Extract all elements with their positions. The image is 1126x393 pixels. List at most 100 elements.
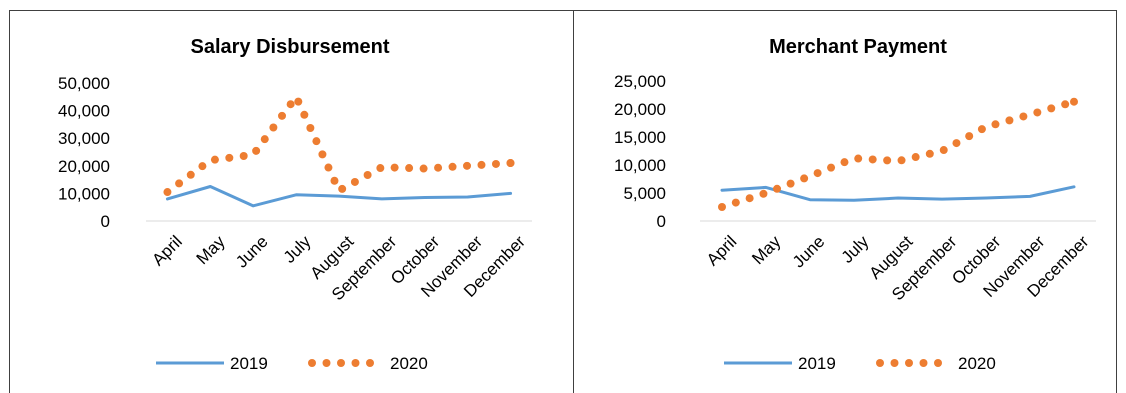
series-2020-dot (376, 164, 385, 173)
panel-divider (573, 10, 574, 393)
y-tick-label: 10,000 (58, 184, 110, 203)
series-2020-dot (952, 139, 961, 148)
legend-label-2019: 2019 (798, 354, 836, 373)
series-2020-dot (294, 97, 303, 106)
legend-swatch-2020-dot (322, 359, 331, 367)
series-2020-dot (939, 146, 948, 155)
legend-swatch-2020-dot (919, 359, 928, 367)
y-tick-label: 0 (657, 212, 666, 231)
y-tick-label: 5,000 (623, 184, 666, 203)
series-2020-dot (813, 169, 822, 178)
series-2020-dot (239, 151, 248, 160)
series-2020-dot (269, 123, 278, 132)
series-2020-dot (718, 203, 726, 211)
legend: 2019 2020 (156, 354, 428, 373)
series-2020-dot (1019, 112, 1028, 121)
series-2020-dot (306, 123, 315, 132)
series-2020-dot (854, 154, 863, 163)
series-2020-dot (312, 137, 321, 146)
series-2020-dot (477, 160, 486, 169)
salary-disbursement-chart: Salary Disbursement 0 10,000 20,000 30,000 40… (58, 36, 532, 373)
series-2020-dot (198, 162, 207, 171)
chart-title: Salary Disbursement (191, 36, 390, 58)
series-2020-dot (434, 163, 443, 172)
series-2020-dot (883, 156, 892, 165)
series-2020-dot (419, 164, 428, 173)
legend-swatch-2020-dot (337, 359, 345, 367)
series-2020-dot (390, 163, 399, 172)
legend-swatch-2020-dot (308, 359, 316, 367)
series-2020-dot (491, 159, 500, 168)
x-tick-label: June (789, 232, 829, 272)
series-2020-dot (363, 170, 372, 179)
legend-label-2020: 2020 (958, 354, 996, 373)
series-2020-dot (800, 174, 809, 183)
y-tick-label: 25,000 (614, 72, 666, 91)
series-2020-dot (868, 155, 877, 164)
legend-swatch-2020-dot (934, 359, 942, 367)
y-tick-label: 15,000 (614, 128, 666, 147)
series-2020-dot (506, 159, 515, 168)
y-tick-label: 20,000 (614, 100, 666, 119)
legend: 2019 2020 (724, 354, 996, 373)
series-2020-dot (448, 162, 457, 171)
legend-swatch-2020-dot (366, 359, 374, 367)
series-2020-dot (759, 189, 768, 198)
series-2020-dot (991, 120, 1000, 129)
series-2020-dot (300, 110, 309, 119)
series-2020-dot (186, 170, 195, 179)
series-2020-dot (330, 176, 339, 185)
series-2020-dot (1070, 97, 1078, 106)
chart-title: Merchant Payment (769, 36, 947, 58)
legend-label-2020: 2020 (390, 354, 428, 373)
y-tick-label: 20,000 (58, 157, 110, 176)
y-tick-label: 30,000 (58, 129, 110, 148)
series-2020-dot (977, 125, 986, 134)
series-2020-dot (175, 179, 184, 188)
legend-swatch-2020-dot (351, 359, 360, 367)
x-tick-label: June (232, 232, 272, 272)
series-2020-dot (897, 156, 906, 165)
series-2020-dot (225, 153, 234, 162)
y-tick-label: 10,000 (614, 156, 666, 175)
salary-panel: Salary Disbursement 0 10,000 20,000 30,000 40… (10, 11, 573, 393)
x-tick-label: May (193, 232, 229, 268)
series-2020-dot (827, 163, 836, 172)
x-tick-label: May (748, 232, 784, 268)
series-2020-dot (405, 164, 414, 173)
x-tick-label: April (703, 232, 740, 269)
y-tick-label: 50,000 (58, 74, 110, 93)
chart-frame (9, 10, 1117, 393)
series-2020-dot (745, 194, 754, 203)
series-2020-dot (731, 198, 740, 207)
x-tick-label: April (148, 232, 185, 269)
series-2020-dot (286, 100, 295, 109)
x-tick-label: July (838, 232, 873, 267)
legend-label-2019: 2019 (230, 354, 268, 373)
y-tick-label: 0 (101, 212, 110, 231)
legend-swatch-2020-dot (890, 359, 899, 367)
series-2020-dot (911, 153, 920, 162)
series-2020-line (718, 97, 1078, 211)
series-2020-dot (338, 184, 347, 193)
series-2020-dot (965, 132, 974, 141)
series-2020-dot (786, 179, 795, 188)
series-2020-dot (278, 111, 287, 120)
series-2020-dot (1033, 108, 1042, 117)
series-2020-dot (318, 150, 327, 159)
series-2020-dot (1047, 104, 1056, 113)
series-2020-dot (773, 184, 782, 193)
series-2020-dot (210, 155, 219, 164)
series-2020-dot (1061, 100, 1070, 109)
merchant-payment-chart: Merchant Payment 0 5,000 10,000 15,000 20,000… (614, 36, 1096, 373)
series-2020-dot (1005, 116, 1014, 125)
legend-swatch-2020-dot (876, 359, 884, 367)
series-2020-dot (350, 177, 359, 186)
legend-swatch-2020-dot (905, 359, 913, 367)
x-tick-label: July (280, 232, 315, 267)
series-2020-dot (252, 146, 261, 155)
series-2020-dot (163, 188, 172, 197)
series-2020-dot (840, 158, 849, 167)
series-2020-dot (324, 163, 333, 172)
y-tick-label: 40,000 (58, 102, 110, 121)
